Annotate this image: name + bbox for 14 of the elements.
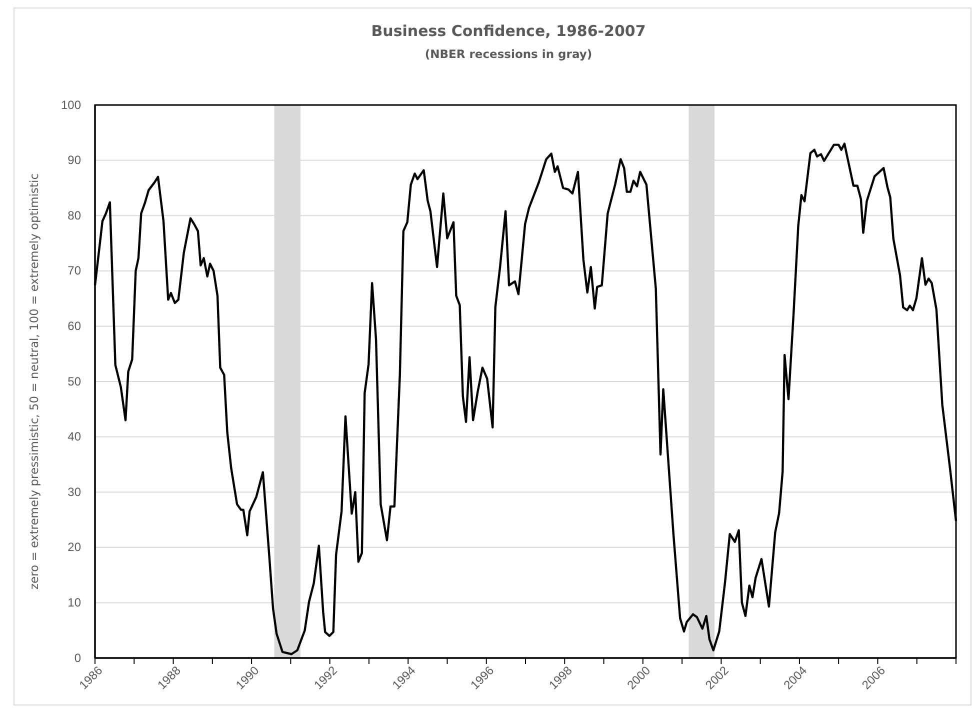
y-tick-label: 90 — [68, 153, 82, 168]
y-tick-label: 30 — [68, 484, 82, 499]
chart-subtitle: (NBER recessions in gray) — [424, 47, 592, 61]
y-tick-label: 40 — [68, 430, 82, 444]
y-axis-title: zero = extremely pressimistic, 50 = neutral, 100 = extremely optimistic — [27, 173, 41, 590]
y-tick-label: 0 — [74, 650, 82, 665]
y-tick-label: 20 — [68, 540, 82, 554]
y-tick-label: 100 — [60, 98, 82, 112]
y-tick-label: 50 — [68, 374, 82, 388]
chart-title: Business Confidence, 1986-2007 — [371, 22, 646, 40]
y-tick-label: 80 — [68, 208, 82, 222]
y-tick-label: 60 — [68, 319, 82, 334]
y-tick-label: 10 — [68, 596, 82, 610]
y-tick-label: 70 — [68, 264, 82, 278]
